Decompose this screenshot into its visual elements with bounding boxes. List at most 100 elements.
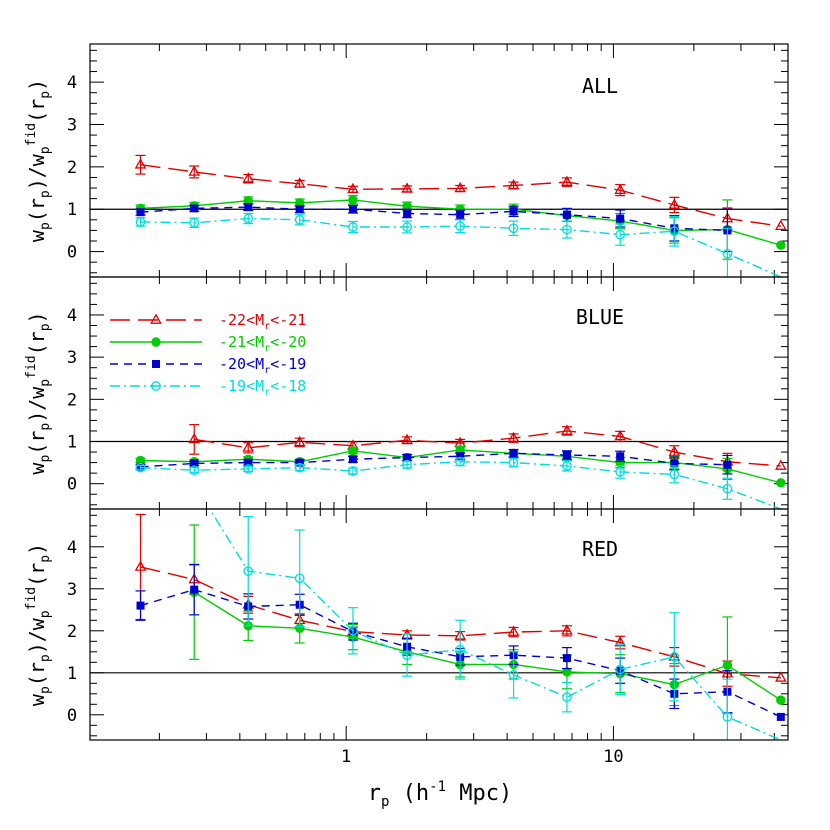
data-point (722, 712, 733, 722)
data-point (293, 435, 306, 447)
y-tick-label: 2 (67, 622, 77, 642)
data-point (562, 654, 571, 663)
y-tick-label: 1 (67, 433, 77, 453)
legend-entry-s20: -20<Mr<-19 (110, 355, 306, 376)
data-point (243, 464, 254, 474)
data-point (614, 429, 627, 441)
legend-marker (151, 337, 161, 347)
data-point (562, 210, 571, 219)
panel-label: RED (582, 537, 618, 561)
y-tick-label: 4 (67, 538, 77, 558)
data-point (402, 459, 412, 470)
series-group (134, 154, 787, 277)
series-group (134, 509, 787, 740)
data-point (776, 695, 786, 705)
series-line (208, 509, 782, 740)
y-axis-label: wp(rp)/wpfid(rp) (24, 543, 53, 706)
data-point (776, 712, 785, 721)
y-axis-label: wp(rp)/wpfid(rp) (24, 311, 53, 474)
panel-all: 0 1 2 3 4 ALL wp(rp)/wpfid(rp) (24, 43, 789, 278)
y-tick-label: 0 (67, 475, 77, 495)
data-point (723, 460, 732, 469)
data-point (348, 625, 358, 636)
data-point (562, 451, 571, 460)
data-point (722, 660, 733, 670)
series-s19 (135, 212, 782, 277)
data-point (507, 178, 520, 190)
data-point (615, 664, 626, 675)
legend-label: -20<Mr<-19 (219, 355, 306, 376)
data-point (508, 670, 519, 680)
data-point (455, 644, 466, 655)
data-point (509, 449, 518, 458)
data-point (775, 671, 787, 682)
y-tick-label: 2 (67, 390, 77, 410)
data-point (775, 219, 787, 231)
data-point (615, 229, 626, 240)
data-point (134, 560, 147, 571)
data-point (616, 214, 625, 223)
data-point (508, 223, 519, 234)
series-line (140, 452, 728, 468)
data-point (348, 446, 358, 456)
legend-marker (152, 360, 160, 368)
x-axis-label: rp (h-1 Mpc) (368, 779, 513, 810)
legend-entry-s22: -22<Mr<-21 (110, 311, 306, 332)
legend-entry-s19: -19<Mr<-18 (110, 377, 306, 398)
data-point (242, 441, 255, 452)
legend-marker (150, 313, 162, 324)
data-point (190, 459, 199, 468)
panel-blue: 0 1 2 3 4 BLUE wp(rp)/wpfid(rp) (24, 276, 789, 510)
legend-label: -21<Mr<-20 (219, 333, 306, 354)
data-point (775, 459, 787, 470)
data-point (136, 601, 145, 610)
data-point (135, 462, 146, 473)
data-point (776, 478, 786, 488)
data-point (561, 624, 573, 635)
data-point (561, 175, 573, 186)
legend-marker (151, 381, 161, 391)
data-point (669, 226, 680, 237)
data-point (348, 455, 357, 464)
x-tick-label: 1 (341, 747, 351, 767)
data-point (136, 208, 145, 217)
data-point (348, 466, 358, 476)
legend-entry-s21: -21<Mr<-20 (110, 333, 306, 354)
y-tick-label: 3 (67, 115, 77, 135)
data-point (190, 585, 199, 594)
series-s22 (134, 154, 787, 231)
data-point (722, 483, 733, 494)
data-point (402, 650, 412, 661)
y-tick-label: 4 (67, 306, 77, 326)
data-point (615, 467, 626, 477)
data-point (135, 217, 146, 227)
panel-frame (89, 508, 789, 741)
y-tick-label: 3 (67, 580, 77, 600)
legend: -22<Mr<-21-21<Mr<-20-20<Mr<-19-19<Mr<-18 (110, 311, 306, 398)
data-point (348, 222, 358, 232)
data-point (294, 214, 305, 225)
data-point (347, 182, 359, 194)
series-s19 (135, 456, 782, 509)
panel-label: ALL (582, 74, 618, 98)
data-point (348, 195, 358, 205)
data-point (243, 213, 254, 224)
data-point (776, 240, 786, 250)
y-tick-label: 0 (67, 706, 77, 726)
x-tick-labels: 1 10 (341, 747, 624, 767)
data-point (509, 207, 518, 216)
series-s19 (208, 509, 782, 740)
legend-label: -22<Mr<-21 (219, 311, 306, 332)
y-tick-label: 1 (67, 200, 77, 220)
y-tick-label: 3 (67, 348, 77, 368)
data-point (455, 221, 466, 232)
data-point (402, 222, 412, 232)
data-point (242, 172, 255, 183)
x-tick-label: 10 (603, 747, 623, 767)
data-point (614, 183, 627, 195)
panel-label: BLUE (576, 305, 624, 329)
data-point (616, 452, 625, 461)
series-line (193, 591, 782, 701)
data-point (190, 204, 199, 213)
series-line (194, 430, 781, 467)
